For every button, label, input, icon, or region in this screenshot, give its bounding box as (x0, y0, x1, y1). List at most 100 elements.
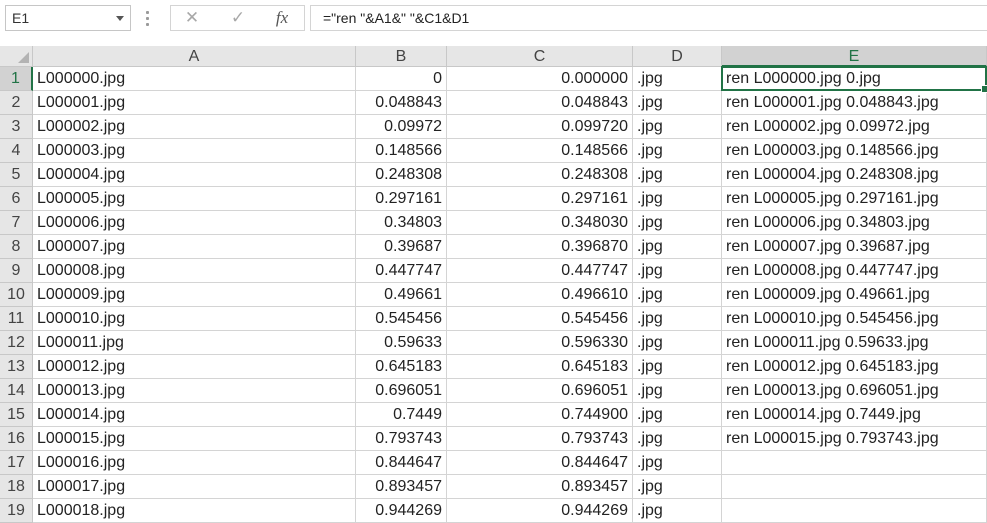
enter-icon[interactable]: ✓ (230, 8, 246, 27)
cell-b-8[interactable]: 0.39687 (356, 235, 447, 259)
cell-c-8[interactable]: 0.396870 (447, 235, 633, 259)
cell-b-12[interactable]: 0.59633 (356, 331, 447, 355)
cell-c-5[interactable]: 0.248308 (447, 163, 633, 187)
cell-a-14[interactable]: L000013.jpg (33, 379, 356, 403)
drag-handle-icon[interactable] (146, 11, 150, 27)
cell-b-11[interactable]: 0.545456 (356, 307, 447, 331)
cell-d-4[interactable]: .jpg (633, 139, 722, 163)
column-header-e[interactable]: E (722, 46, 987, 67)
cell-d-15[interactable]: .jpg (633, 403, 722, 427)
row-header[interactable]: 14 (0, 379, 33, 403)
cell-d-12[interactable]: .jpg (633, 331, 722, 355)
cell-d-18[interactable]: .jpg (633, 475, 722, 499)
cell-e-1[interactable]: ren L000000.jpg 0.jpg (722, 67, 987, 91)
cell-d-7[interactable]: .jpg (633, 211, 722, 235)
cell-c-19[interactable]: 0.944269 (447, 499, 633, 523)
cell-e-13[interactable]: ren L000012.jpg 0.645183.jpg (722, 355, 987, 379)
cell-e-14[interactable]: ren L000013.jpg 0.696051.jpg (722, 379, 987, 403)
row-header[interactable]: 3 (0, 115, 33, 139)
row-header[interactable]: 16 (0, 427, 33, 451)
cell-c-9[interactable]: 0.447747 (447, 259, 633, 283)
cell-c-14[interactable]: 0.696051 (447, 379, 633, 403)
cell-d-6[interactable]: .jpg (633, 187, 722, 211)
cell-b-19[interactable]: 0.944269 (356, 499, 447, 523)
cell-e-3[interactable]: ren L000002.jpg 0.09972.jpg (722, 115, 987, 139)
cancel-icon[interactable]: ✕ (184, 8, 200, 27)
cell-a-12[interactable]: L000011.jpg (33, 331, 356, 355)
cell-d-14[interactable]: .jpg (633, 379, 722, 403)
cell-c-7[interactable]: 0.348030 (447, 211, 633, 235)
cell-c-18[interactable]: 0.893457 (447, 475, 633, 499)
cell-e-4[interactable]: ren L000003.jpg 0.148566.jpg (722, 139, 987, 163)
select-all-button[interactable] (0, 46, 33, 67)
cell-c-10[interactable]: 0.496610 (447, 283, 633, 307)
cell-d-19[interactable]: .jpg (633, 499, 722, 523)
name-box[interactable]: E1 (5, 5, 131, 31)
cell-c-17[interactable]: 0.844647 (447, 451, 633, 475)
cell-d-3[interactable]: .jpg (633, 115, 722, 139)
cell-c-2[interactable]: 0.048843 (447, 91, 633, 115)
row-header[interactable]: 18 (0, 475, 33, 499)
cell-d-1[interactable]: .jpg (633, 67, 722, 91)
cell-c-4[interactable]: 0.148566 (447, 139, 633, 163)
row-header[interactable]: 12 (0, 331, 33, 355)
cell-e-17[interactable] (722, 451, 987, 475)
cell-e-7[interactable]: ren L000006.jpg 0.34803.jpg (722, 211, 987, 235)
cell-c-11[interactable]: 0.545456 (447, 307, 633, 331)
cell-b-16[interactable]: 0.793743 (356, 427, 447, 451)
row-header[interactable]: 11 (0, 307, 33, 331)
cell-a-7[interactable]: L000006.jpg (33, 211, 356, 235)
cell-a-2[interactable]: L000001.jpg (33, 91, 356, 115)
cell-a-4[interactable]: L000003.jpg (33, 139, 356, 163)
row-header[interactable]: 6 (0, 187, 33, 211)
row-header[interactable]: 4 (0, 139, 33, 163)
row-header[interactable]: 17 (0, 451, 33, 475)
column-header-a[interactable]: A (33, 46, 356, 67)
row-header[interactable]: 5 (0, 163, 33, 187)
cell-d-16[interactable]: .jpg (633, 427, 722, 451)
cell-a-6[interactable]: L000005.jpg (33, 187, 356, 211)
cell-e-6[interactable]: ren L000005.jpg 0.297161.jpg (722, 187, 987, 211)
cell-a-15[interactable]: L000014.jpg (33, 403, 356, 427)
cell-b-17[interactable]: 0.844647 (356, 451, 447, 475)
cell-c-16[interactable]: 0.793743 (447, 427, 633, 451)
cell-d-5[interactable]: .jpg (633, 163, 722, 187)
cell-b-7[interactable]: 0.34803 (356, 211, 447, 235)
cell-e-16[interactable]: ren L000015.jpg 0.793743.jpg (722, 427, 987, 451)
formula-input[interactable]: ="ren "&A1&" "&C1&D1 (310, 5, 987, 31)
cell-c-13[interactable]: 0.645183 (447, 355, 633, 379)
cell-b-9[interactable]: 0.447747 (356, 259, 447, 283)
cell-b-3[interactable]: 0.09972 (356, 115, 447, 139)
chevron-down-icon[interactable] (116, 16, 124, 21)
cell-d-10[interactable]: .jpg (633, 283, 722, 307)
cell-d-17[interactable]: .jpg (633, 451, 722, 475)
cell-b-10[interactable]: 0.49661 (356, 283, 447, 307)
cell-e-11[interactable]: ren L000010.jpg 0.545456.jpg (722, 307, 987, 331)
cell-a-17[interactable]: L000016.jpg (33, 451, 356, 475)
cell-e-12[interactable]: ren L000011.jpg 0.59633.jpg (722, 331, 987, 355)
cell-d-8[interactable]: .jpg (633, 235, 722, 259)
row-header[interactable]: 13 (0, 355, 33, 379)
cell-a-18[interactable]: L000017.jpg (33, 475, 356, 499)
cell-b-5[interactable]: 0.248308 (356, 163, 447, 187)
row-header[interactable]: 7 (0, 211, 33, 235)
cell-c-12[interactable]: 0.596330 (447, 331, 633, 355)
cell-b-2[interactable]: 0.048843 (356, 91, 447, 115)
column-header-b[interactable]: B (356, 46, 447, 67)
cell-b-13[interactable]: 0.645183 (356, 355, 447, 379)
cell-b-4[interactable]: 0.148566 (356, 139, 447, 163)
cell-d-9[interactable]: .jpg (633, 259, 722, 283)
cell-e-19[interactable] (722, 499, 987, 523)
row-header[interactable]: 15 (0, 403, 33, 427)
cell-e-18[interactable] (722, 475, 987, 499)
row-header[interactable]: 9 (0, 259, 33, 283)
cell-e-10[interactable]: ren L000009.jpg 0.49661.jpg (722, 283, 987, 307)
cell-a-3[interactable]: L000002.jpg (33, 115, 356, 139)
cell-e-15[interactable]: ren L000014.jpg 0.7449.jpg (722, 403, 987, 427)
cell-b-1[interactable]: 0 (356, 67, 447, 91)
row-header[interactable]: 19 (0, 499, 33, 523)
cell-a-11[interactable]: L000010.jpg (33, 307, 356, 331)
cell-a-19[interactable]: L000018.jpg (33, 499, 356, 523)
cell-b-18[interactable]: 0.893457 (356, 475, 447, 499)
cell-a-16[interactable]: L000015.jpg (33, 427, 356, 451)
